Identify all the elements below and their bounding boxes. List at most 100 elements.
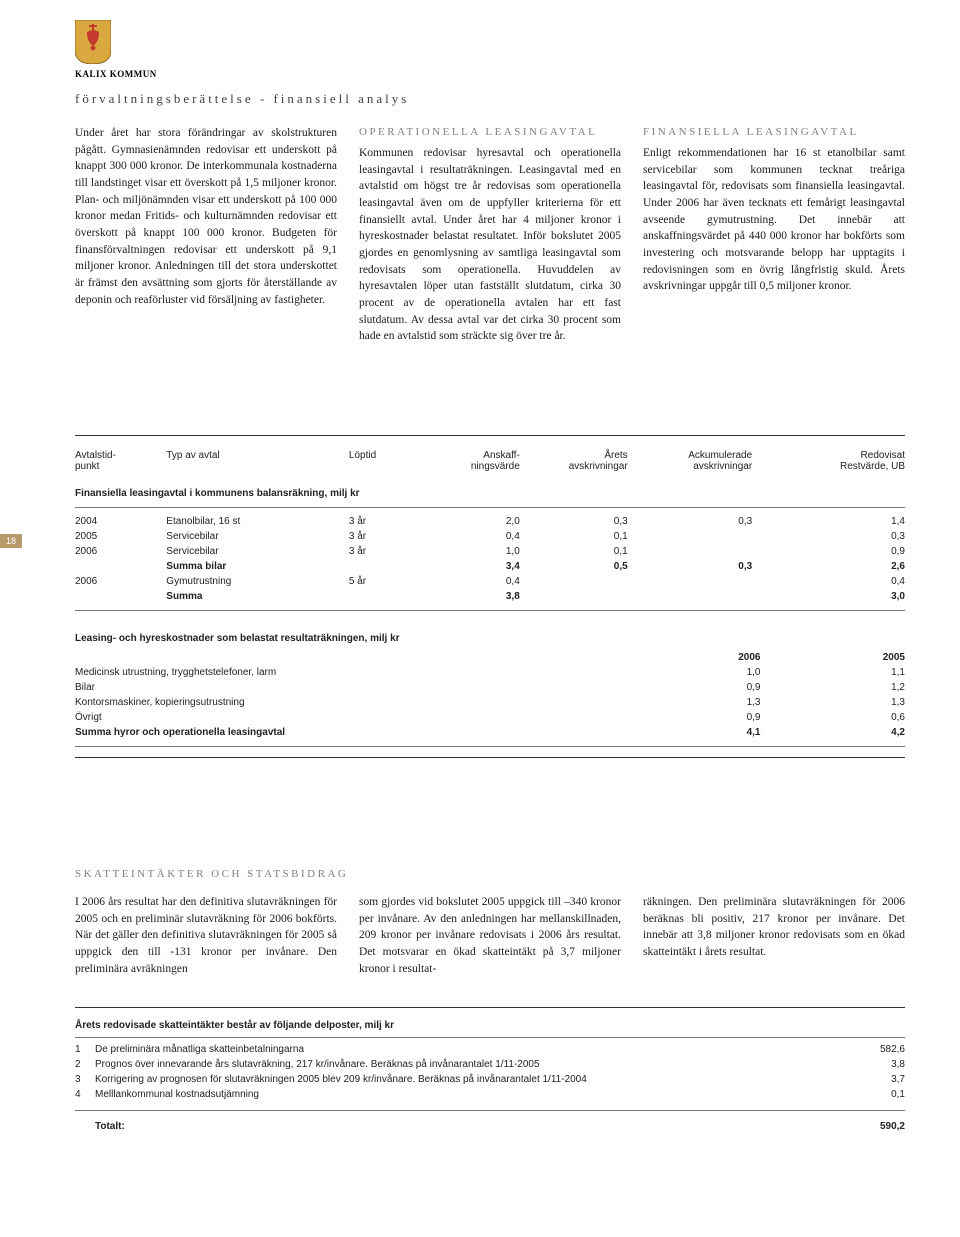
table-cell: Prognos över innevarande års slutavräkni…	[95, 1057, 825, 1072]
table-cell	[75, 589, 166, 604]
table-cell: 4,2	[781, 725, 906, 740]
table-cell: 3,8	[825, 1057, 905, 1072]
table-cell: Korrigering av prognosen för slutavräkni…	[95, 1072, 825, 1087]
table-cell: 1,0	[432, 544, 540, 559]
section-title: förvaltningsberättelse - finansiell anal…	[75, 91, 905, 107]
intro-columns: Under året har stora förändringar av sko…	[75, 125, 905, 345]
table-row: 2005Servicebilar3 år0,40,10,3	[75, 529, 905, 544]
table-row: Summa hyror och operationella leasingavt…	[75, 725, 905, 740]
leasing-table: Avtalstid-punkt Typ av avtal Löptid Ansk…	[75, 446, 905, 611]
table-cell: 3,0	[772, 589, 905, 604]
table-cell	[349, 559, 432, 574]
table-cell: 0,4	[432, 529, 540, 544]
table-cell: 0,3	[540, 508, 648, 530]
table-cell: 2006	[75, 544, 166, 559]
column-1: Under året har stora förändringar av sko…	[75, 125, 337, 345]
column-3-heading: FINANSIELLA LEASINGAVTAL	[643, 125, 905, 141]
table-cell	[648, 529, 773, 544]
table-cell: 0,3	[772, 529, 905, 544]
th-restvarde: RedovisatRestvärde, UB	[772, 446, 905, 482]
table-cell	[75, 559, 166, 574]
table-cell: 3 år	[349, 508, 432, 530]
table-cell: Servicebilar	[166, 529, 349, 544]
table-cell: 0,9	[772, 544, 905, 559]
table-cell: 3,7	[825, 1072, 905, 1087]
column-2-text: Kommunen redovisar hyresavtal och operat…	[359, 147, 621, 342]
page-number-tab: 18	[0, 534, 22, 548]
column-2-heading: OPERATIONELLA LEASINGAVTAL	[359, 125, 621, 141]
table-cell: Kontorsmaskiner, kopieringsutrustning	[75, 695, 656, 710]
table-cell: 2,6	[772, 559, 905, 574]
tax-table-header: Årets redovisade skatteintäkter består a…	[75, 1018, 905, 1038]
table-cell: 4	[75, 1087, 95, 1102]
table-cell: 0,5	[540, 559, 648, 574]
table-cell: 0,4	[772, 574, 905, 589]
column-2: OPERATIONELLA LEASINGAVTAL Kommunen redo…	[359, 125, 621, 345]
table-row: 2004Etanolbilar, 16 st3 år2,00,30,31,4	[75, 508, 905, 530]
year-2005: 2005	[781, 650, 906, 665]
table-cell: 1,1	[781, 665, 906, 680]
table-cell	[540, 574, 648, 589]
table-row: 1De preliminära månatliga skatteinbetaln…	[75, 1038, 905, 1058]
table-cell: 1	[75, 1038, 95, 1058]
org-name: KALIX KOMMUN	[75, 69, 905, 79]
table-row: Bilar0,91,2	[75, 680, 905, 695]
th-arets: Åretsavskrivningar	[540, 446, 648, 482]
th-ackum: Ackumuleradeavskrivningar	[648, 446, 773, 482]
table-cell: 2004	[75, 508, 166, 530]
table-cell: Etanolbilar, 16 st	[166, 508, 349, 530]
table-header-row: Avtalstid-punkt Typ av avtal Löptid Ansk…	[75, 446, 905, 482]
table-cell: 582,6	[825, 1038, 905, 1058]
table-cell: De preliminära månatliga skatteinbetalni…	[95, 1038, 825, 1058]
table-cell: 2,0	[432, 508, 540, 530]
th-loptid: Löptid	[349, 446, 432, 482]
table-cell: 0,1	[540, 544, 648, 559]
costs-year-row: 2006 2005	[75, 650, 905, 665]
table-cell: Bilar	[75, 680, 656, 695]
column-1-text: Under året har stora förändringar av sko…	[75, 127, 337, 306]
table-cell: 2005	[75, 529, 166, 544]
tax-col-2: som gjordes vid bokslutet 2005 uppgick t…	[359, 894, 621, 977]
table-cell: 1,4	[772, 508, 905, 530]
table-row: 4Melllankommunal kostnadsutjämning0,1	[75, 1087, 905, 1102]
th-anskaff: Anskaff-ningsvärde	[432, 446, 540, 482]
table-cell: 3 år	[349, 529, 432, 544]
table-cell	[648, 589, 773, 604]
header-logo-block: KALIX KOMMUN	[75, 20, 905, 79]
table-row: Medicinsk utrustning, trygghetstelefoner…	[75, 665, 905, 680]
table-cell: 3	[75, 1072, 95, 1087]
table-cell	[648, 574, 773, 589]
table-cell: 0,1	[825, 1087, 905, 1102]
table-cell: 1,0	[656, 665, 781, 680]
total-label: Totalt:	[95, 1111, 825, 1135]
table-cell: 2	[75, 1057, 95, 1072]
table-cell: 1,3	[656, 695, 781, 710]
table-row: 3Korrigering av prognosen för slutavräkn…	[75, 1072, 905, 1087]
table-row: 2Prognos över innevarande års slutavräkn…	[75, 1057, 905, 1072]
table-cell: 0,3	[648, 559, 773, 574]
table-cell: 3,4	[432, 559, 540, 574]
table-cell: Summa	[166, 589, 349, 604]
table-cell	[648, 544, 773, 559]
table-cell: Servicebilar	[166, 544, 349, 559]
table-row: Summa bilar 3,40,50,32,6	[75, 559, 905, 574]
table-cell: Summa hyror och operationella leasingavt…	[75, 725, 656, 740]
tax-table-title: Årets redovisade skatteintäkter består a…	[75, 1018, 905, 1038]
table-cell: Summa bilar	[166, 559, 349, 574]
table-row: 2006Servicebilar3 år1,00,1 0,9	[75, 544, 905, 559]
tax-components-table-block: Årets redovisade skatteintäkter består a…	[75, 1007, 905, 1134]
table-cell: Medicinsk utrustning, trygghetstelefoner…	[75, 665, 656, 680]
table-cell: 0,3	[648, 508, 773, 530]
table-cell: 0,4	[432, 574, 540, 589]
table-row: Kontorsmaskiner, kopieringsutrustning1,3…	[75, 695, 905, 710]
table-cell: 3 år	[349, 544, 432, 559]
tax-col-3: räkningen. Den preliminära slutavräkning…	[643, 894, 905, 977]
column-3: FINANSIELLA LEASINGAVTAL Enligt rekommen…	[643, 125, 905, 345]
table-cell: 2006	[75, 574, 166, 589]
tax-col-1: I 2006 års resultat har den definitiva s…	[75, 894, 337, 977]
table-cell: 1,2	[781, 680, 906, 695]
year-2006: 2006	[656, 650, 781, 665]
table-cell: Gymutrustning	[166, 574, 349, 589]
municipality-crest-icon	[75, 20, 111, 64]
leasing-table-block: 18 Avtalstid-punkt Typ av avtal Löptid A…	[75, 435, 905, 758]
